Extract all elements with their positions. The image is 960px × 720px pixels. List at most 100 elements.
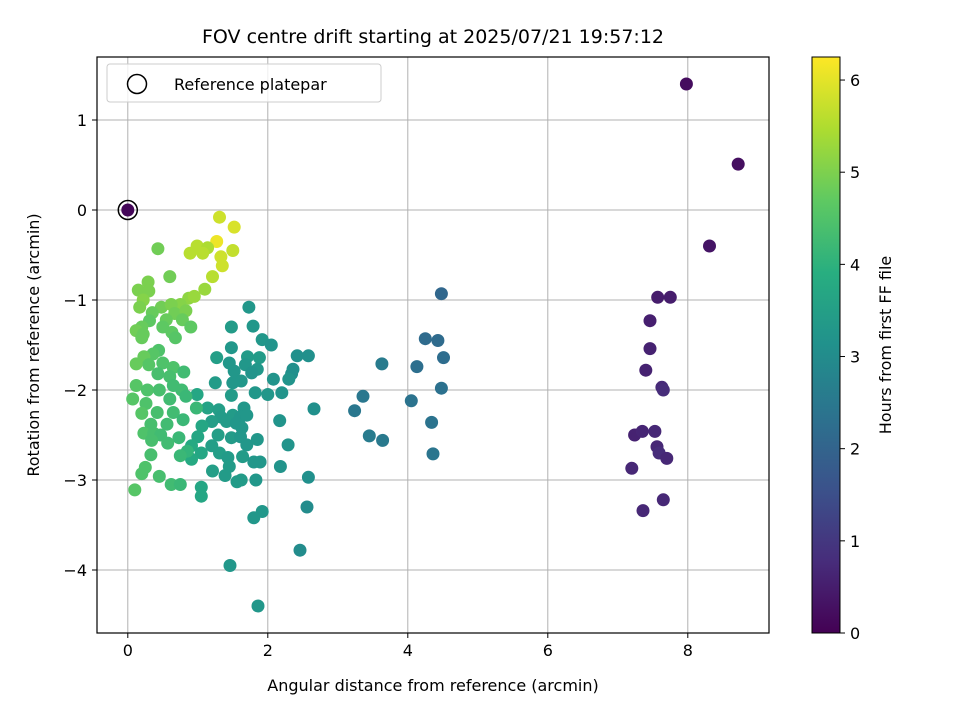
data-point: [210, 351, 224, 365]
legend-label: Reference platepar: [174, 75, 327, 94]
data-point: [176, 413, 190, 427]
data-point: [206, 270, 219, 284]
data-point: [660, 451, 674, 465]
data-point: [240, 408, 254, 422]
data-point: [261, 388, 275, 401]
data-point: [129, 379, 143, 392]
data-point: [281, 438, 295, 452]
y-axis-ticks: 1 0 −1 −2 −3 −4: [63, 111, 97, 580]
data-point: [362, 429, 376, 443]
data-point: [635, 424, 649, 438]
data-point: [625, 461, 639, 475]
data-point: [205, 415, 219, 428]
data-point: [410, 360, 424, 374]
data-point: [187, 289, 201, 303]
data-point: [196, 246, 210, 260]
data-point: [301, 470, 315, 484]
data-point: [161, 436, 175, 450]
data-point: [300, 500, 314, 514]
y-tick-label: 1: [77, 111, 87, 130]
data-point: [126, 392, 140, 406]
y-tick-label: 0: [77, 201, 87, 220]
data-point: [301, 349, 315, 363]
data-point: [194, 489, 208, 503]
y-tick-label: −4: [63, 561, 87, 580]
data-point: [434, 287, 448, 301]
plot-frame: [96, 56, 770, 634]
data-point: [249, 473, 263, 487]
colorbar-tick-label: 5: [850, 163, 860, 182]
legend: Reference platepar: [106, 63, 382, 103]
data-point: [129, 357, 143, 371]
data-points: [121, 77, 745, 613]
data-point: [208, 376, 222, 390]
data-point: [273, 460, 287, 473]
y-tick-label: −3: [63, 471, 87, 490]
data-point: [190, 388, 204, 401]
data-point: [264, 338, 278, 352]
data-point: [425, 415, 439, 429]
data-point: [218, 469, 232, 482]
data-point: [253, 455, 267, 469]
colorbar-tick-label: 0: [850, 624, 860, 643]
data-point: [251, 599, 265, 613]
reference-marker: [117, 199, 139, 221]
data-point: [194, 480, 208, 494]
x-axis-ticks: 0 2 4 6 8: [123, 633, 693, 660]
data-point: [226, 244, 240, 257]
colorbar-ticks: 0 1 2 3 4 5 6: [840, 71, 860, 643]
colorbar-label: Hours from first FF file: [876, 256, 895, 435]
data-point: [213, 210, 226, 224]
data-point: [679, 77, 693, 91]
data-point: [177, 365, 191, 379]
data-point: [164, 478, 178, 491]
data-point: [247, 511, 261, 525]
data-point: [282, 372, 296, 386]
data-point: [133, 300, 147, 314]
x-tick-label: 2: [263, 641, 273, 660]
x-axis-label: Angular distance from reference (arcmin): [267, 676, 598, 695]
data-point: [273, 414, 287, 428]
data-point: [151, 242, 165, 256]
x-tick-label: 8: [683, 641, 693, 660]
y-tick-label: −2: [63, 381, 87, 400]
colorbar-gradient: [811, 56, 841, 634]
data-point: [163, 270, 177, 284]
data-point: [172, 431, 186, 445]
data-point: [234, 374, 248, 388]
data-point: [135, 406, 149, 420]
data-point: [151, 367, 165, 381]
data-point: [173, 478, 187, 491]
data-point: [240, 438, 254, 452]
data-point: [135, 467, 149, 481]
data-point: [135, 331, 149, 345]
colorbar-tick-label: 4: [850, 255, 860, 274]
data-point: [663, 290, 677, 304]
x-tick-label: 0: [123, 641, 133, 660]
data-point: [160, 417, 174, 431]
data-point: [643, 314, 657, 328]
data-point: [246, 319, 260, 333]
data-point: [152, 469, 166, 483]
data-point: [648, 424, 662, 438]
colorbar-tick-label: 2: [850, 440, 860, 459]
data-point: [152, 383, 166, 397]
data-point: [636, 504, 650, 518]
data-point: [656, 383, 670, 397]
data-point: [656, 493, 670, 507]
data-point: [404, 394, 418, 408]
data-point: [206, 464, 219, 478]
data-point: [434, 381, 448, 395]
data-point: [651, 290, 665, 304]
data-point: [248, 386, 262, 400]
data-point: [140, 383, 154, 397]
data-point: [142, 358, 156, 372]
data-point: [183, 246, 197, 260]
data-point: [437, 351, 450, 365]
colorbar-tick-label: 6: [850, 71, 860, 90]
data-point: [275, 386, 289, 400]
data-point: [184, 320, 198, 334]
y-axis-label: Rotation from reference (arcmin): [24, 213, 43, 476]
data-point: [198, 282, 212, 296]
